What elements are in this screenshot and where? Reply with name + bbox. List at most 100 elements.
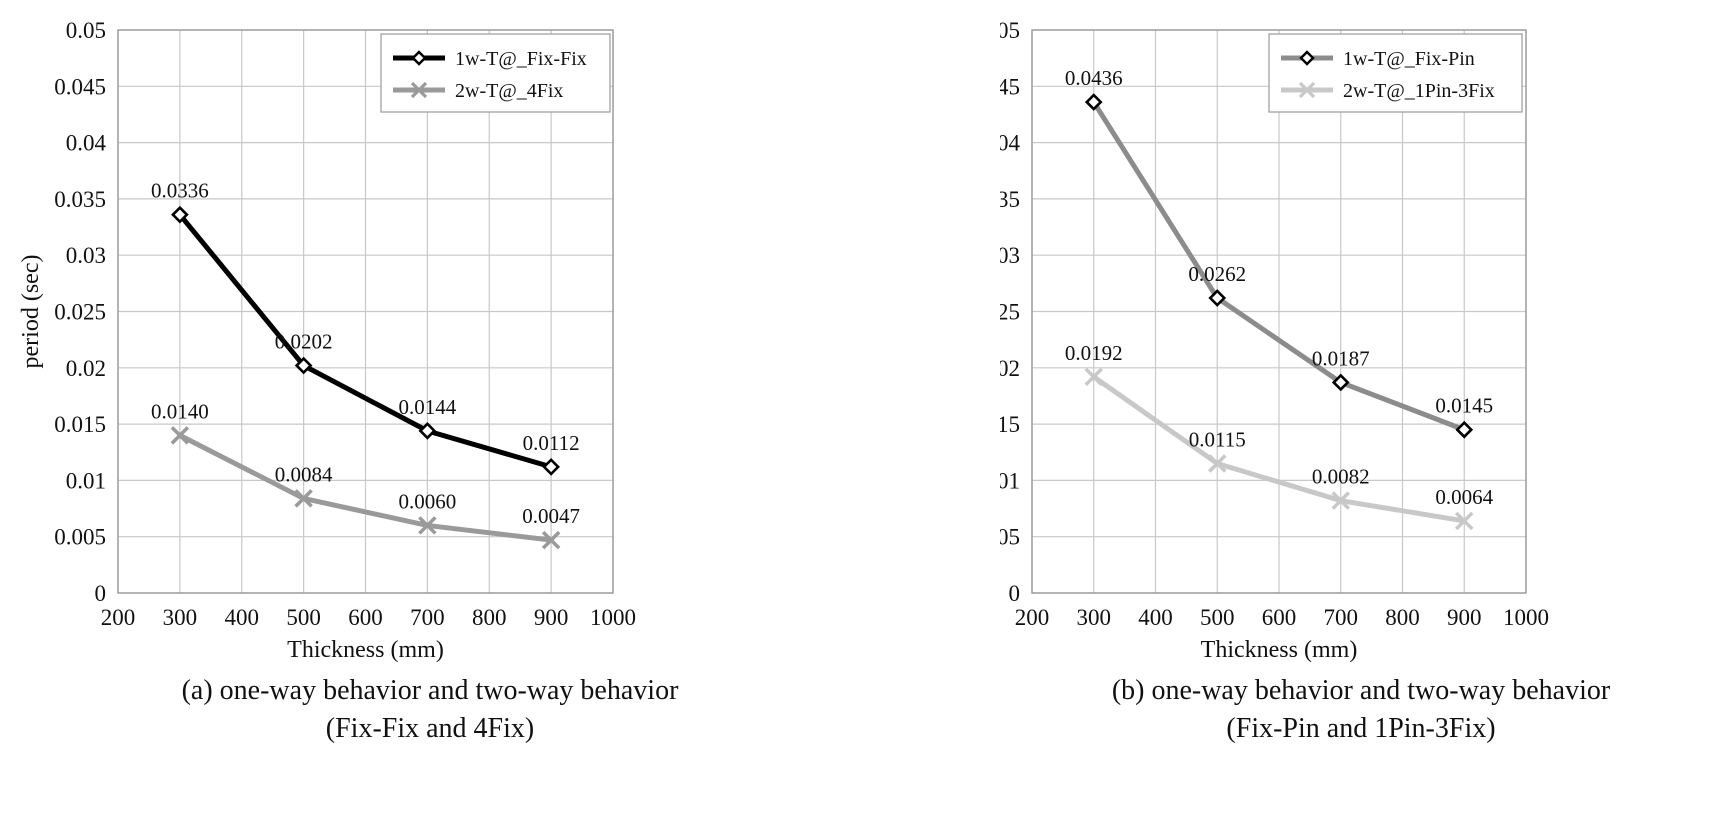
chart-panel-a: 200 300 400 500 600 700 800 900 1000 0 0.005 0.01 0.… xyxy=(0,0,860,839)
chart-b-caption: (b) one-way behavior and two-way behavio… xyxy=(1000,672,1722,748)
chart-a-y-tick-label: 0.05 xyxy=(66,18,106,43)
chart-a-x-tick-label: 600 xyxy=(348,605,383,630)
chart-b-series-1-data-label: 0.0187 xyxy=(1312,346,1370,370)
chart-a-legend-marker-2 xyxy=(410,81,428,99)
chart-a-legend-label-1: 1w-T@_Fix-Fix xyxy=(455,48,587,70)
chart-b-series-1-point xyxy=(1455,420,1474,439)
chart-a-series-1-data-label: 0.0112 xyxy=(523,431,580,455)
chart-a-series-2-data-label: 0.0084 xyxy=(275,462,333,486)
chart-b-series-2-point xyxy=(1455,511,1474,531)
chart-b-y-tick-label: 0.015 xyxy=(1000,412,1020,437)
chart-b-x-axis-label: Thickness (mm) xyxy=(1201,637,1358,663)
chart-a-y-tick-label: 0.005 xyxy=(54,525,106,550)
chart-b-y-tick-label: 0.025 xyxy=(1000,300,1020,325)
chart-a-series-2-point xyxy=(541,530,561,550)
chart-b-x-tick-label: 1000 xyxy=(1503,605,1549,630)
chart-a-series-1-data-label: 0.0202 xyxy=(275,330,333,354)
chart-a-x-tick-label: 700 xyxy=(410,605,445,630)
chart-b-series-1-data-label: 0.0436 xyxy=(1065,66,1123,90)
chart-b-y-tick-label: 0.035 xyxy=(1000,187,1020,212)
chart-b-x-tick-label: 400 xyxy=(1138,605,1173,630)
chart-b-svg: 200 300 400 500 600 700 800 900 1000 0 0.005 0.01 0.… xyxy=(928,18,1549,663)
chart-b-legend-marker-2 xyxy=(1298,81,1316,99)
chart-b-series-2-line xyxy=(1091,374,1467,524)
chart-b-series-2-point xyxy=(1084,367,1103,387)
chart-a-x-tick-label: 300 xyxy=(163,605,198,630)
chart-a-series-1-point xyxy=(542,458,560,476)
chart-a-series-2-point xyxy=(170,426,190,445)
chart-a-series-1-data-label: 0.0144 xyxy=(399,395,457,419)
chart-b-series-1-point xyxy=(1331,373,1350,392)
chart-b-series-1-line xyxy=(1091,99,1467,433)
chart-a-series-2-data-label: 0.0060 xyxy=(399,489,457,513)
chart-b-legend-label-1: 1w-T@_Fix-Pin xyxy=(1343,48,1475,70)
chart-b-legend: 1w-T@_Fix-Pin 2w-T@_1Pin-3Fix xyxy=(1268,33,1523,113)
chart-b-x-tick-label: 800 xyxy=(1385,605,1420,630)
chart-a-series-1-point xyxy=(171,205,189,224)
chart-a-x-tick-label: 200 xyxy=(101,605,136,630)
chart-a-x-tick-label: 900 xyxy=(534,605,569,630)
chart-b-legend-box xyxy=(1268,33,1523,113)
chart-a-legend-marker-1 xyxy=(411,50,427,66)
chart-a-x-tick-label: 800 xyxy=(472,605,507,630)
chart-b-legend-marker-1 xyxy=(1299,50,1315,66)
chart-b-caption-line2: (Fix-Pin and 1Pin-3Fix) xyxy=(1226,713,1496,744)
chart-b-x-tick-label: 600 xyxy=(1262,605,1297,630)
chart-b-series-2-point xyxy=(1208,454,1227,473)
chart-a-series-1-point xyxy=(418,422,437,440)
chart-a-y-tick-label: 0.015 xyxy=(54,412,106,437)
chart-a-series-1-data-label: 0.0336 xyxy=(151,179,209,203)
chart-b-y-tick-label: 0.05 xyxy=(1000,18,1020,43)
chart-a-series-2-data-label: 0.0047 xyxy=(522,504,580,528)
chart-b-x-tick-label: 200 xyxy=(1015,605,1050,630)
chart-a-caption-line2: (Fix-Fix and 4Fix) xyxy=(325,713,535,744)
chart-a-y-tick-label: 0.01 xyxy=(66,468,106,493)
chart-a-x-tick-label: 400 xyxy=(225,605,260,630)
chart-a-series-2-line xyxy=(177,432,554,543)
chart-a-y-tick-label: 0.035 xyxy=(54,187,106,212)
chart-a-legend-label-2: 2w-T@_4Fix xyxy=(455,80,563,102)
chart-a-y-tick-label: 0 xyxy=(95,581,107,606)
chart-b-y-tick-label: 0.04 xyxy=(1000,131,1021,156)
chart-b-series-1-data-label: 0.0262 xyxy=(1188,262,1246,286)
chart-b-y-tick-label: 0.02 xyxy=(1000,356,1020,381)
chart-a-x-tick-label: 1000 xyxy=(590,605,636,630)
chart-b-y-tick-label: 0.03 xyxy=(1000,243,1020,268)
chart-b-series-2-data-label: 0.0115 xyxy=(1189,428,1246,452)
chart-a-series-2-point xyxy=(418,516,437,535)
chart-a-x-tick-label: 500 xyxy=(286,605,321,630)
chart-a-y-tick-label: 0.045 xyxy=(54,74,106,99)
chart-b-series-2-data-label: 0.0192 xyxy=(1065,341,1123,365)
chart-a-y-tick-label: 0.03 xyxy=(66,243,106,268)
chart-b-y-tick-label: 0 xyxy=(1009,581,1021,606)
chart-b-series-1-point xyxy=(1208,289,1227,307)
chart-a-y-tick-label: 0.04 xyxy=(66,131,107,156)
chart-b-x-tick-label: 700 xyxy=(1324,605,1359,630)
chart-b-caption-line1: (b) one-way behavior and two-way behavio… xyxy=(1111,675,1611,706)
chart-b-series-2-point xyxy=(1331,491,1350,510)
chart-b-series-2-data-label: 0.0082 xyxy=(1312,465,1370,489)
chart-a-legend: 1w-T@_Fix-Fix 2w-T@_4Fix xyxy=(380,33,611,113)
chart-a-y-axis-label: period (sec) xyxy=(18,255,44,369)
chart-a-x-axis-label: Thickness (mm) xyxy=(287,637,444,663)
chart-panel-b: 200 300 400 500 600 700 800 900 1000 0 0.005 0.01 0.… xyxy=(928,0,1722,839)
chart-a-y-tick-label: 0.025 xyxy=(54,300,106,325)
chart-b-y-tick-label: 0.01 xyxy=(1000,468,1020,493)
chart-a-caption-line1: (a) one-way behavior and two-way behavio… xyxy=(181,675,679,706)
chart-b-y-tick-label: 0.045 xyxy=(1000,74,1020,99)
chart-b-x-tick-label: 300 xyxy=(1077,605,1112,630)
chart-b-legend-label-2: 2w-T@_1Pin-3Fix xyxy=(1343,80,1495,102)
chart-b-series-1-data-label: 0.0145 xyxy=(1435,394,1493,418)
chart-a-legend-box xyxy=(380,33,611,113)
chart-b-x-tick-label: 900 xyxy=(1447,605,1482,630)
chart-a-series-2-point xyxy=(294,489,313,508)
chart-a-series-1-point xyxy=(294,356,313,375)
chart-b-series-2-data-label: 0.0064 xyxy=(1435,485,1493,509)
chart-a-caption: (a) one-way behavior and two-way behavio… xyxy=(0,672,860,748)
chart-b-y-tick-label: 0.005 xyxy=(1000,525,1020,550)
chart-a-series-2-data-label: 0.0140 xyxy=(151,399,209,423)
chart-a-series-1-line xyxy=(177,212,554,470)
chart-a-y-tick-label: 0.02 xyxy=(66,356,106,381)
chart-a-plot-frame xyxy=(117,29,614,594)
chart-b-x-tick-label: 500 xyxy=(1200,605,1235,630)
